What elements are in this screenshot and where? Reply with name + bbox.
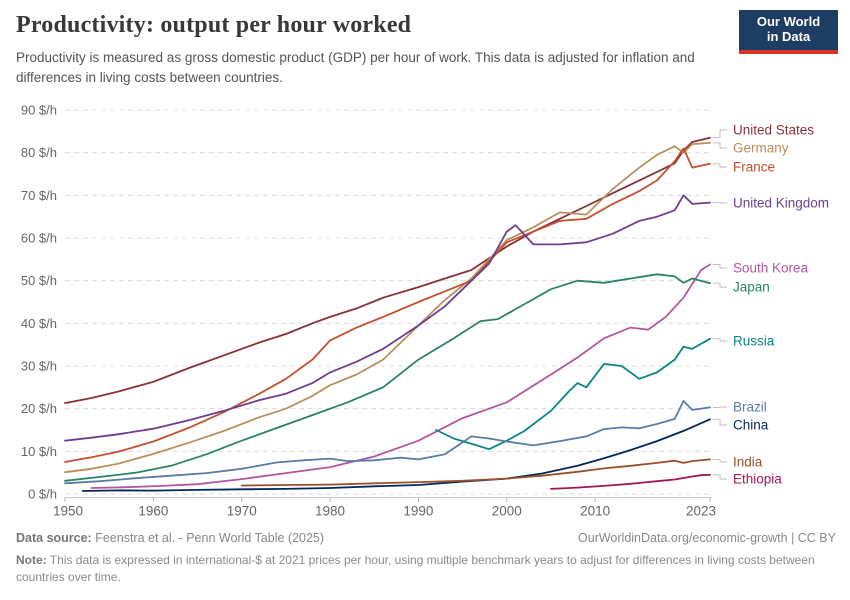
legend-label-united-states[interactable]: United States xyxy=(733,123,814,138)
legend-label-germany[interactable]: Germany xyxy=(733,141,789,156)
line-russia[interactable] xyxy=(435,337,711,451)
y-tick-label: 30 $/h xyxy=(21,359,57,374)
line-germany[interactable] xyxy=(64,141,711,474)
x-tick-label: 2023 xyxy=(686,504,716,519)
note-label: Note: xyxy=(16,553,47,567)
line-brazil[interactable] xyxy=(64,400,711,485)
owid-logo-line2: in Data xyxy=(766,29,811,44)
x-tick-label: 2010 xyxy=(580,504,610,519)
y-tick-label: 10 $/h xyxy=(21,444,57,459)
note-text: This data is expressed in international-… xyxy=(16,553,815,585)
legend-connector-united-states xyxy=(713,129,727,139)
data-source-text: Feenstra et al. - Penn World Table (2025… xyxy=(91,531,325,545)
line-china[interactable] xyxy=(81,418,711,492)
x-tick-label: 1970 xyxy=(227,504,257,519)
legend-label-china[interactable]: China xyxy=(733,418,769,433)
line-south-korea[interactable] xyxy=(90,263,711,489)
line-ethiopia[interactable] xyxy=(550,473,711,490)
legend-connector-south-korea xyxy=(713,264,727,269)
owid-logo[interactable]: Our World in Data xyxy=(739,10,838,54)
legend-connector-japan xyxy=(713,282,727,288)
y-tick-label: 0 $/h xyxy=(28,487,57,502)
x-tick-label: 1980 xyxy=(315,504,345,519)
x-tick-label: 2000 xyxy=(492,504,522,519)
legend-label-united-kingdom[interactable]: United Kingdom xyxy=(733,196,829,211)
x-tick-label: 1950 xyxy=(53,504,83,519)
data-source-label: Data source: xyxy=(16,531,92,545)
owid-logo-line1: Our World xyxy=(756,14,821,30)
chart-header: Productivity: output per hour worked Pro… xyxy=(16,12,716,89)
y-tick-label: 70 $/h xyxy=(21,188,57,203)
chart-subtitle: Productivity is measured as gross domest… xyxy=(16,50,695,86)
x-tick-label: 1990 xyxy=(403,504,433,519)
legend-label-south-korea[interactable]: South Korea xyxy=(733,261,809,276)
y-tick-label: 90 $/h xyxy=(21,103,57,118)
y-tick-label: 80 $/h xyxy=(21,145,57,160)
legend-connector-germany xyxy=(713,142,727,149)
owid-cc-link[interactable]: OurWorldinData.org/economic-growth | CC … xyxy=(578,531,836,545)
y-tick-label: 50 $/h xyxy=(21,273,57,288)
legend-label-russia[interactable]: Russia xyxy=(733,334,775,349)
line-united-kingdom[interactable] xyxy=(64,194,711,442)
legend-label-brazil[interactable]: Brazil xyxy=(733,400,767,415)
data-source: Data source: Feenstra et al. - Penn Worl… xyxy=(16,531,324,545)
legend-connector-russia xyxy=(713,338,727,342)
line-united-states[interactable] xyxy=(64,136,711,405)
x-tick-label: 1960 xyxy=(138,504,168,519)
line-japan[interactable] xyxy=(64,273,711,482)
legend-label-japan[interactable]: Japan xyxy=(733,280,770,295)
y-tick-label: 40 $/h xyxy=(21,316,57,331)
y-tick-label: 20 $/h xyxy=(21,401,57,416)
line-france[interactable] xyxy=(64,147,711,463)
legend-connector-ethiopia xyxy=(713,474,727,480)
y-tick-label: 60 $/h xyxy=(21,231,57,246)
legend-connector-india xyxy=(713,458,727,463)
legend-label-france[interactable]: France xyxy=(733,160,775,175)
legend-connector-france xyxy=(713,163,727,168)
page-title: Productivity: output per hour worked xyxy=(16,12,412,38)
legend-label-india[interactable]: India xyxy=(733,455,763,470)
chart-note: Note: This data is expressed in internat… xyxy=(16,552,826,587)
line-india[interactable] xyxy=(240,458,711,487)
chart-footer: Data source: Feenstra et al. - Penn Worl… xyxy=(16,531,836,587)
legend-label-ethiopia[interactable]: Ethiopia xyxy=(733,472,782,487)
legend-connector-china xyxy=(713,418,727,426)
